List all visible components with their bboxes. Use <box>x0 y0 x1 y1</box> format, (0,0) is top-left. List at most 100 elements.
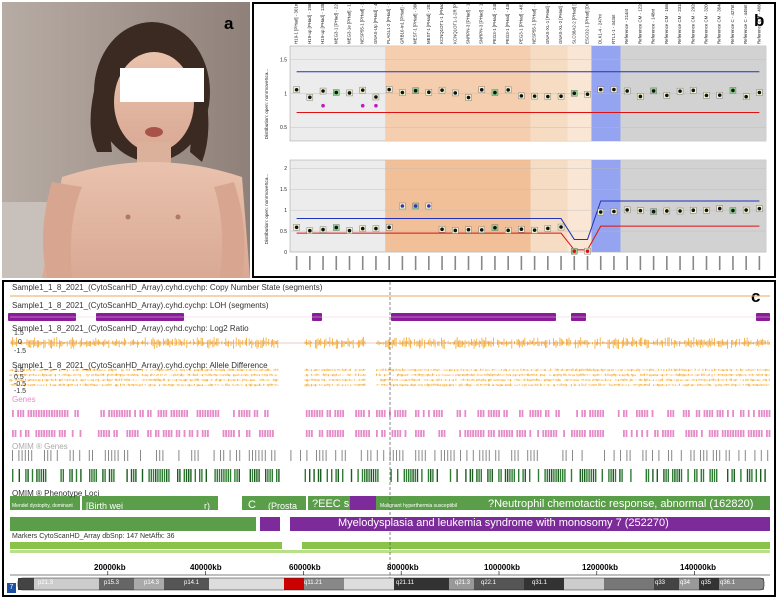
omim-gene-minor <box>111 450 113 461</box>
omim-gene-major <box>133 469 135 482</box>
omim-gene-minor <box>229 450 231 461</box>
gene-row-1 <box>682 410 685 417</box>
omim-gene-major <box>432 469 434 482</box>
x-tick-id <box>335 256 338 270</box>
gene-row-2 <box>573 430 576 437</box>
omim-gene-minor <box>402 450 404 461</box>
gene-row-1 <box>209 410 212 417</box>
omim-gene-major <box>45 469 47 482</box>
x-tick-id <box>520 256 523 270</box>
omim-gene-minor <box>117 450 119 461</box>
gene-row-1 <box>464 410 467 417</box>
gene-row-1 <box>178 410 181 417</box>
gene-row-1 <box>22 410 25 417</box>
omim-locus-row2-left <box>10 517 256 531</box>
omim-gene-minor <box>383 450 385 461</box>
gene-row-2 <box>383 430 386 437</box>
gene-row-2 <box>594 430 597 437</box>
gene-row-2 <box>708 430 711 437</box>
omim-gene-minor <box>389 450 391 461</box>
probe-point <box>400 204 405 208</box>
gene-row-1 <box>43 410 45 417</box>
omim-gene-major <box>168 469 170 482</box>
omim-gene-major <box>331 469 333 482</box>
omim-gene-major <box>91 469 93 482</box>
gene-row-2 <box>113 430 116 437</box>
omim-gene-major <box>680 469 683 482</box>
omim-gene-major <box>590 469 592 482</box>
x-tick-id <box>758 256 761 270</box>
omim-gene-major <box>645 469 647 482</box>
gene-row-1 <box>126 410 129 417</box>
omim-gene-major <box>511 469 513 482</box>
omim-gene-minor <box>668 450 669 461</box>
gene-row-2 <box>690 430 693 437</box>
omim-mendel: Mendel dystophy, dominant <box>12 503 73 509</box>
probe-point <box>440 88 444 92</box>
omim-gene-minor <box>738 450 740 461</box>
gene-row-2 <box>438 430 441 437</box>
omim-gene-major <box>733 469 735 482</box>
omim-gene-minor <box>258 450 260 461</box>
gene-row-2 <box>545 430 547 437</box>
upper-limit-line <box>296 200 760 240</box>
gene-row-2 <box>269 430 272 437</box>
probe-point <box>360 226 365 231</box>
chromosome-band <box>99 578 134 590</box>
gene-row-1 <box>594 410 597 417</box>
omim-gene-minor <box>178 450 180 461</box>
probe-label: DLK1-4 - 247nt <box>598 13 603 44</box>
gene-row-2 <box>246 430 248 437</box>
x-tick-id <box>428 256 430 270</box>
gene-row-1 <box>617 410 620 417</box>
chromosome-outline <box>17 577 765 591</box>
gene-row-2 <box>264 430 266 437</box>
probe-point <box>413 204 418 208</box>
omim-locus-neutrophil <box>474 496 770 510</box>
omim-gene-major <box>676 469 678 482</box>
omim-gene-minor <box>514 450 516 461</box>
gene-row-2 <box>225 430 227 437</box>
gene-row-2 <box>308 430 311 437</box>
gene-row-1 <box>760 410 763 417</box>
gene-row-1 <box>698 410 701 417</box>
gene-row-2 <box>768 430 771 437</box>
band-q36-1: q36.1 <box>720 580 736 586</box>
gene-row-2 <box>329 430 331 437</box>
probe-point <box>466 227 471 232</box>
x-tick-id <box>745 256 747 270</box>
omim-gene-major <box>111 469 113 482</box>
gene-row-2 <box>105 430 108 437</box>
probe-label: SNRPN-3 [PHad] - 178nt <box>466 4 471 44</box>
band-p21-3: p21.3 <box>38 580 54 586</box>
cytoscan-tracks <box>8 282 771 591</box>
gene-row-2 <box>420 430 422 437</box>
omim-gene-minor <box>447 450 449 461</box>
omim-gene-major <box>159 469 161 482</box>
gene-row-1 <box>591 410 594 417</box>
probe-point <box>585 249 590 253</box>
omim-gene-major <box>696 469 698 482</box>
gene-row-2 <box>355 430 357 437</box>
omim-gene-major <box>667 469 669 482</box>
gene-row-1 <box>355 410 357 417</box>
omim-gene-major <box>476 469 478 482</box>
omim-locus-purple-small <box>350 496 376 510</box>
gene-row-2 <box>415 430 417 437</box>
omim-gene-major <box>524 469 526 482</box>
gene-row-1 <box>456 410 459 417</box>
omim-gene-minor <box>18 450 20 461</box>
omim-gene-major <box>504 469 507 482</box>
gene-row-1 <box>404 410 407 417</box>
gene-row-2 <box>97 430 100 437</box>
gene-row-1 <box>381 410 383 417</box>
probe-label: MEG3-1 [PHad] - 220nt <box>333 4 338 44</box>
child-photo <box>2 2 250 278</box>
probe-point <box>744 208 748 212</box>
omim-gene-minor <box>620 450 621 461</box>
gene-row-2 <box>508 430 511 437</box>
omim-neutrophil: ?Neutrophil chemotactic response, abnorm… <box>488 498 754 510</box>
omim-gene-minor <box>495 450 497 461</box>
probe-label: Reference C - 445nt <box>743 4 748 44</box>
track-title-allele: Sample1_1_8_2021_(CytoScanHD_Array).cyhd… <box>12 361 268 370</box>
